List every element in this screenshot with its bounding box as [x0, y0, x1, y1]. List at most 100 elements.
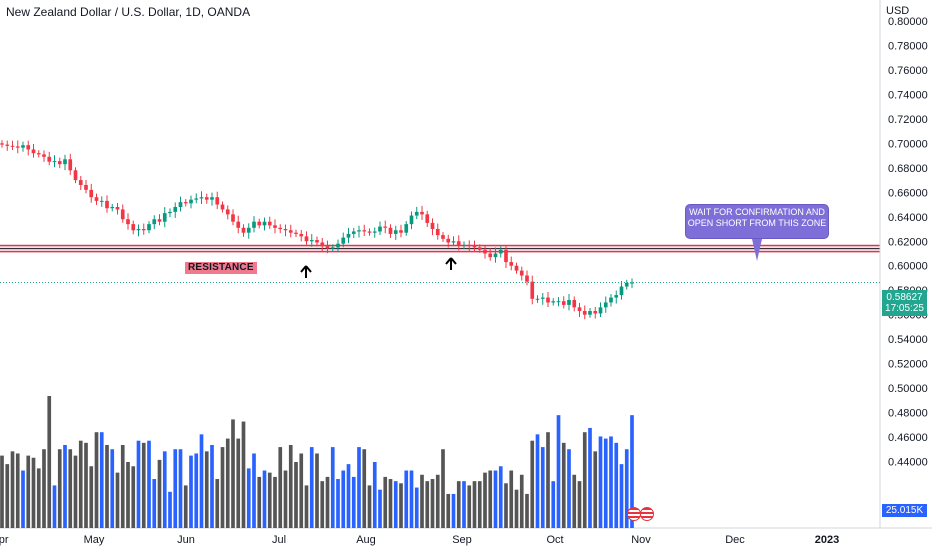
- volume-bar: [320, 481, 325, 528]
- candle-body: [21, 145, 25, 148]
- volume-bar: [588, 427, 592, 528]
- candle-body: [294, 232, 298, 234]
- volume-bar: [299, 453, 304, 528]
- volume-bar: [115, 472, 120, 528]
- volume-bar: [15, 453, 20, 528]
- volume-bar: [89, 466, 94, 528]
- volume-bar: [10, 451, 15, 528]
- candle-body: [68, 159, 73, 171]
- candle-body: [299, 233, 304, 237]
- time-tick-label: Sep: [452, 534, 472, 546]
- volume-bar: [220, 447, 225, 528]
- candle-body: [99, 200, 104, 202]
- volume-bar: [304, 485, 309, 528]
- price-tick-label: 0.68000: [888, 163, 928, 175]
- volume-bar: [556, 415, 561, 528]
- volume-bar: [309, 447, 314, 528]
- candle-body: [5, 144, 10, 146]
- trade-callout[interactable]: WAIT FOR CONFIRMATION AND OPEN SHORT FRO…: [685, 204, 829, 239]
- candles: [0, 140, 634, 320]
- volume-bar: [110, 449, 115, 528]
- candle-body: [36, 153, 41, 155]
- candle-body: [588, 311, 592, 315]
- volume-bar: [42, 449, 46, 528]
- time-tick-label: Apr: [0, 534, 9, 546]
- volume-bar: [530, 440, 535, 528]
- volume-bar: [514, 489, 519, 528]
- volume-bar: [540, 447, 545, 528]
- volume-bar: [36, 468, 41, 528]
- volume-bar: [483, 472, 487, 528]
- bar-countdown: 17:05:25: [885, 303, 924, 314]
- candle-body: [57, 161, 62, 165]
- volume-bar: [425, 481, 430, 528]
- volume-bar: [546, 432, 550, 528]
- volume-bar: [126, 462, 130, 528]
- candle-body: [31, 149, 36, 154]
- candle-body: [498, 249, 503, 254]
- volume-bar: [257, 476, 262, 528]
- candle-body: [477, 247, 482, 250]
- candle-body: [136, 229, 141, 231]
- volume-bar: [215, 479, 220, 528]
- volume-bar: [294, 462, 298, 528]
- volume-bar: [351, 476, 356, 528]
- candle-body: [530, 281, 535, 299]
- volume-bar: [31, 457, 36, 528]
- candle-body: [372, 231, 377, 233]
- volume-bar: [477, 481, 482, 528]
- candle-body: [577, 307, 582, 312]
- volume-bar: [336, 479, 340, 528]
- volume-bar: [593, 451, 598, 528]
- time-axis[interactable]: Apr May Jun Jul Aug Sep Oct Nov Dec 2023: [0, 527, 932, 546]
- up-arrow-icon: [300, 265, 312, 278]
- volume-bar: [430, 479, 435, 528]
- price-tick-label: 0.66000: [888, 187, 928, 199]
- us-flag-icon[interactable]: [640, 507, 654, 521]
- candle-body: [225, 209, 230, 215]
- candle-body: [572, 300, 577, 308]
- volume-bar: [136, 440, 141, 528]
- candle-body: [252, 221, 256, 228]
- price-tick-label: 0.60000: [888, 261, 928, 273]
- candle-body: [126, 219, 130, 225]
- resistance-label[interactable]: RESISTANCE: [185, 262, 257, 274]
- candle-body: [173, 207, 178, 212]
- price-axis[interactable]: 0.80000 0.78000 0.76000 0.74000 0.72000 0.700…: [879, 0, 928, 528]
- candle-body: [157, 219, 162, 222]
- volume-bar: [63, 444, 67, 528]
- resistance-zone[interactable]: [0, 244, 880, 253]
- candle-body: [141, 229, 146, 231]
- candle-body: [504, 249, 508, 263]
- candle-body: [52, 161, 57, 163]
- volume-bar: [267, 472, 272, 528]
- volume-bar: [630, 415, 634, 528]
- price-tick-label: 0.54000: [888, 334, 928, 346]
- volume-bar: [5, 464, 10, 528]
- candle-body: [120, 209, 125, 220]
- volume-bar: [21, 470, 25, 528]
- volume-bar: [561, 442, 566, 528]
- candle-body: [131, 224, 136, 231]
- candle-body: [609, 297, 613, 303]
- volume-bar: [283, 470, 288, 528]
- us-flag-icon[interactable]: [627, 507, 641, 521]
- candle-body: [168, 211, 172, 214]
- candle-body: [619, 286, 624, 296]
- volume-bar: [52, 485, 57, 528]
- candle-body: [42, 154, 46, 157]
- candle-body: [220, 204, 225, 210]
- time-tick-label: Jul: [272, 534, 286, 546]
- candle-body: [540, 297, 545, 299]
- candle-body: [383, 226, 388, 228]
- volume-bar: [225, 438, 230, 528]
- candle-body: [582, 311, 587, 315]
- volume-bar: [325, 476, 330, 528]
- candle-body: [210, 197, 214, 200]
- callout-pointer: [752, 239, 762, 261]
- candle-body: [320, 242, 325, 247]
- candle-body: [630, 282, 634, 284]
- volume-bar: [603, 438, 608, 528]
- volume-bar: [73, 455, 78, 528]
